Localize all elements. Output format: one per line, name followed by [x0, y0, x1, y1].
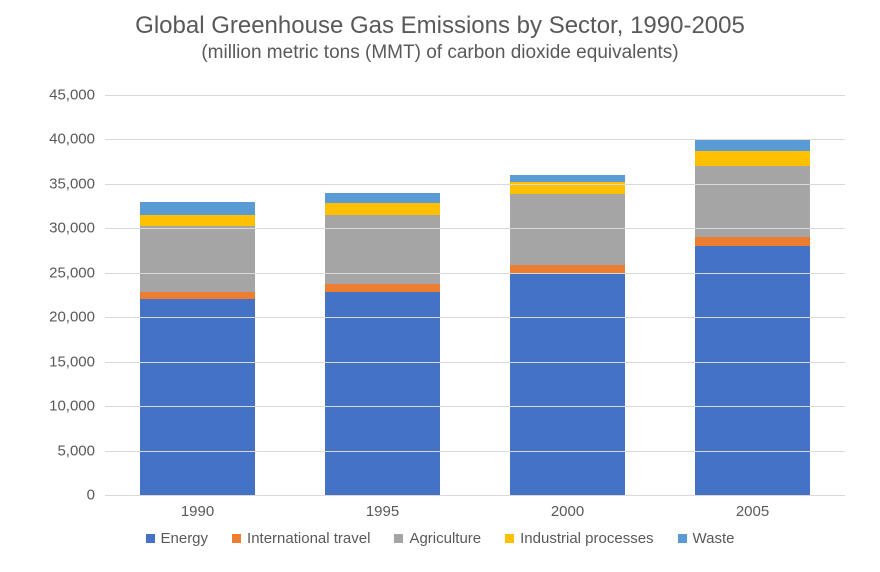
gridline — [105, 228, 845, 229]
chart-subtitle: (million metric tons (MMT) of carbon dio… — [0, 42, 880, 64]
gridline — [105, 406, 845, 407]
legend-item: International travel — [232, 530, 370, 547]
bar-segment — [510, 273, 625, 495]
y-tick-label: 45,000 — [15, 87, 95, 104]
bar-segment — [140, 292, 255, 299]
bar-segment — [510, 265, 625, 273]
bar-segment — [325, 215, 440, 284]
legend-item: Industrial processes — [505, 530, 653, 547]
y-tick-label: 15,000 — [15, 353, 95, 370]
bar-segment — [140, 202, 255, 215]
legend-swatch — [505, 534, 514, 543]
bar-segment — [510, 175, 625, 182]
gridline — [105, 95, 845, 96]
gridline — [105, 139, 845, 140]
chart-root: Global Greenhouse Gas Emissions by Secto… — [0, 0, 880, 572]
bar-segment — [140, 299, 255, 495]
y-tick-label: 40,000 — [15, 131, 95, 148]
gridline — [105, 317, 845, 318]
plot-region: 05,00010,00015,00020,00025,00030,00035,0… — [105, 95, 845, 495]
y-tick-label: 35,000 — [15, 175, 95, 192]
bar-segment — [325, 203, 440, 215]
bar-segment — [325, 284, 440, 292]
bar-segment — [325, 292, 440, 495]
bar-group — [510, 175, 625, 495]
y-tick-label: 5,000 — [15, 442, 95, 459]
bar-segment — [695, 151, 810, 166]
legend-label: Agriculture — [409, 530, 481, 547]
legend-item: Agriculture — [394, 530, 481, 547]
y-tick-label: 25,000 — [15, 264, 95, 281]
bar-container — [105, 95, 845, 495]
plot-area: 05,00010,00015,00020,00025,00030,00035,0… — [105, 95, 845, 496]
legend-label: Energy — [161, 530, 209, 547]
legend: Energy International travel Agriculture Ind… — [0, 530, 880, 547]
legend-swatch — [232, 534, 241, 543]
bar-segment — [695, 237, 810, 246]
y-tick-label: 0 — [15, 487, 95, 504]
bar-segment — [325, 193, 440, 204]
x-tick-label: 2000 — [551, 503, 584, 520]
bar-segment — [140, 215, 255, 226]
x-tick-label: 1995 — [366, 503, 399, 520]
gridline — [105, 451, 845, 452]
y-tick-label: 10,000 — [15, 398, 95, 415]
legend-item: Waste — [678, 530, 735, 547]
bar-segment — [695, 139, 810, 151]
bar-segment — [695, 246, 810, 495]
legend-label: Industrial processes — [520, 530, 653, 547]
legend-label: International travel — [247, 530, 370, 547]
legend-label: Waste — [693, 530, 735, 547]
y-tick-label: 20,000 — [15, 309, 95, 326]
y-tick-label: 30,000 — [15, 220, 95, 237]
x-tick-label: 1990 — [181, 503, 214, 520]
legend-swatch — [146, 534, 155, 543]
gridline — [105, 273, 845, 274]
bar-segment — [695, 166, 810, 237]
gridline — [105, 362, 845, 363]
legend-swatch — [394, 534, 403, 543]
chart-title: Global Greenhouse Gas Emissions by Secto… — [0, 0, 880, 40]
gridline — [105, 184, 845, 185]
bar-segment — [140, 226, 255, 293]
legend-item: Energy — [146, 530, 209, 547]
legend-swatch — [678, 534, 687, 543]
x-tick-label: 2005 — [736, 503, 769, 520]
